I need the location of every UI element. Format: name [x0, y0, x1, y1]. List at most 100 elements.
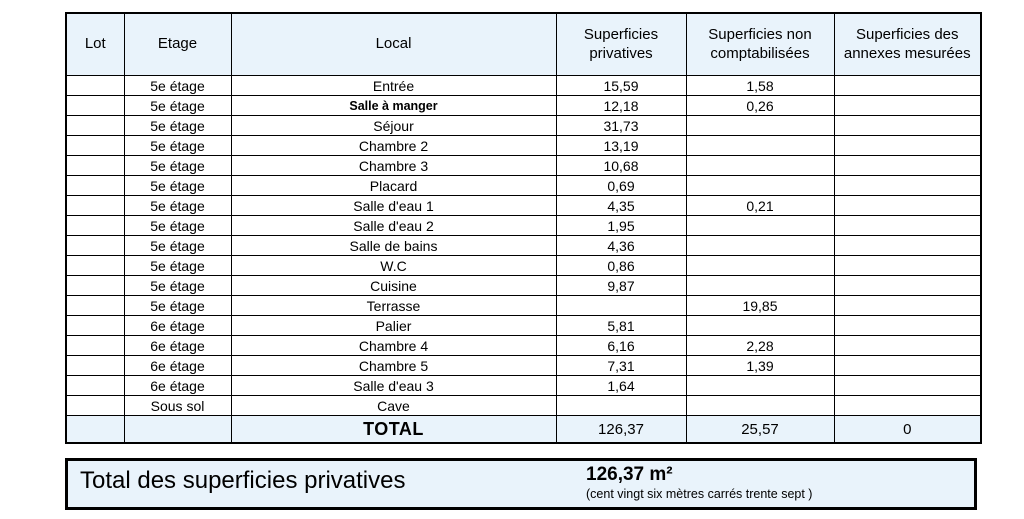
superficies-table: Lot Etage Local Superficies privatives S… [65, 12, 982, 444]
cell-privatives: 13,19 [555, 135, 687, 156]
total-row: TOTAL 126,37 25,57 0 [65, 415, 982, 444]
cell-etage: 5e étage [123, 175, 232, 196]
header-privatives: Superficies privatives [555, 12, 687, 76]
table-row: 5e étage Cuisine 9,87 [65, 275, 982, 296]
cell-local: Séjour [230, 115, 557, 136]
cell-local: Entrée [230, 75, 557, 96]
table-row: 5e étage Salle à manger 12,18 0,26 [65, 95, 982, 116]
cell-annexes [833, 115, 982, 136]
cell-lot [65, 155, 125, 176]
cell-non-comptabilisees [685, 155, 835, 176]
cell-etage: 6e étage [123, 315, 232, 336]
cell-lot [65, 275, 125, 296]
cell-local: Chambre 5 [230, 355, 557, 376]
cell-non-comptabilisees: 1,39 [685, 355, 835, 376]
total-cell-lot [65, 415, 125, 444]
table-row: 6e étage Chambre 5 7,31 1,39 [65, 355, 982, 376]
cell-annexes [833, 255, 982, 276]
total-cell-label: TOTAL [230, 415, 557, 444]
cell-lot [65, 295, 125, 316]
cell-lot [65, 215, 125, 236]
cell-privatives: 4,35 [555, 195, 687, 216]
cell-privatives: 0,69 [555, 175, 687, 196]
cell-lot [65, 355, 125, 376]
cell-local: W.C [230, 255, 557, 276]
total-cell-etage [123, 415, 232, 444]
cell-lot [65, 75, 125, 96]
cell-annexes [833, 355, 982, 376]
cell-etage: 5e étage [123, 155, 232, 176]
cell-etage: 5e étage [123, 195, 232, 216]
cell-non-comptabilisees: 0,21 [685, 195, 835, 216]
table-row: 5e étage Salle d'eau 1 4,35 0,21 [65, 195, 982, 216]
cell-annexes [833, 155, 982, 176]
cell-local: Cuisine [230, 275, 557, 296]
cell-etage: 5e étage [123, 75, 232, 96]
total-cell-non-comptabilisees: 25,57 [685, 415, 835, 444]
cell-etage: 6e étage [123, 355, 232, 376]
cell-non-comptabilisees [685, 135, 835, 156]
summary-value-words: (cent vingt six mètres carrés trente sep… [586, 486, 813, 501]
cell-lot [65, 135, 125, 156]
total-cell-privatives: 126,37 [555, 415, 687, 444]
header-etage: Etage [123, 12, 232, 76]
header-local: Local [230, 12, 557, 76]
cell-local: Salle de bains [230, 235, 557, 256]
cell-privatives: 9,87 [555, 275, 687, 296]
table-row: 5e étage Salle d'eau 2 1,95 [65, 215, 982, 236]
cell-non-comptabilisees: 0,26 [685, 95, 835, 116]
cell-annexes [833, 175, 982, 196]
cell-non-comptabilisees [685, 275, 835, 296]
cell-non-comptabilisees [685, 395, 835, 416]
cell-lot [65, 195, 125, 216]
cell-privatives: 7,31 [555, 355, 687, 376]
cell-privatives: 0,86 [555, 255, 687, 276]
cell-non-comptabilisees [685, 175, 835, 196]
cell-etage: 5e étage [123, 95, 232, 116]
cell-privatives: 4,36 [555, 235, 687, 256]
cell-local: Salle d'eau 3 [230, 375, 557, 396]
cell-local: Chambre 3 [230, 155, 557, 176]
table-row: 6e étage Palier 5,81 [65, 315, 982, 336]
cell-etage: 5e étage [123, 255, 232, 276]
cell-lot [65, 315, 125, 336]
summary-box: Total des superficies privatives 126,37 … [65, 458, 977, 510]
cell-etage: 5e étage [123, 135, 232, 156]
cell-non-comptabilisees [685, 235, 835, 256]
cell-local: Placard [230, 175, 557, 196]
cell-annexes [833, 215, 982, 236]
cell-lot [65, 335, 125, 356]
cell-annexes [833, 315, 982, 336]
table-row: 5e étage Séjour 31,73 [65, 115, 982, 136]
cell-non-comptabilisees: 2,28 [685, 335, 835, 356]
cell-non-comptabilisees [685, 215, 835, 236]
cell-annexes [833, 275, 982, 296]
cell-lot [65, 175, 125, 196]
table-row: 5e étage Terrasse 19,85 [65, 295, 982, 316]
cell-lot [65, 115, 125, 136]
cell-local: Terrasse [230, 295, 557, 316]
cell-privatives: 15,59 [555, 75, 687, 96]
summary-value-group: 126,37 m² (cent vingt six mètres carrés … [586, 464, 966, 502]
cell-lot [65, 95, 125, 116]
cell-etage: 5e étage [123, 115, 232, 136]
table-header-row: Lot Etage Local Superficies privatives S… [65, 12, 982, 76]
table-row: Sous sol Cave [65, 395, 982, 416]
header-non-comptabilisees: Superficies non comptabilisées [685, 12, 835, 76]
table-row: 5e étage Placard 0,69 [65, 175, 982, 196]
cell-lot [65, 255, 125, 276]
table-row: 5e étage Chambre 2 13,19 [65, 135, 982, 156]
cell-etage: 5e étage [123, 215, 232, 236]
header-annexes: Superficies des annexes mesurées [833, 12, 982, 76]
cell-non-comptabilisees [685, 115, 835, 136]
cell-annexes [833, 95, 982, 116]
cell-non-comptabilisees [685, 315, 835, 336]
cell-annexes [833, 395, 982, 416]
table-row: 5e étage Chambre 3 10,68 [65, 155, 982, 176]
cell-etage: 5e étage [123, 235, 232, 256]
cell-privatives: 6,16 [555, 335, 687, 356]
cell-lot [65, 235, 125, 256]
cell-privatives: 12,18 [555, 95, 687, 116]
cell-etage: 5e étage [123, 295, 232, 316]
